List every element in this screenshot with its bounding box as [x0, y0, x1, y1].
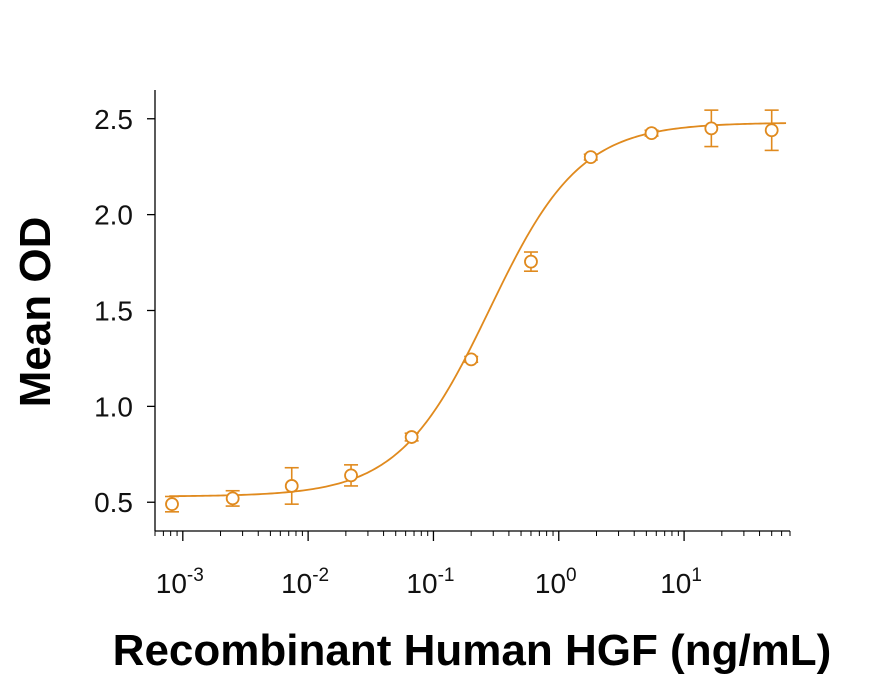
x-tick-label: 100 [535, 565, 577, 599]
data-point [404, 430, 419, 444]
data-points [165, 109, 779, 513]
data-point-group [404, 430, 419, 444]
data-point-group [704, 109, 719, 148]
data-point-group [284, 466, 299, 505]
x-tick-label: 10-1 [406, 565, 454, 599]
data-point [165, 497, 179, 512]
x-axis-title: Recombinant Human HGF (ng/mL) [113, 626, 832, 675]
data-point-group [464, 352, 479, 367]
data-point [764, 123, 779, 138]
x-tick-label: 101 [660, 565, 702, 599]
y-axis-title: Mean OD [11, 217, 60, 408]
data-point-group [165, 495, 180, 513]
data-point [464, 352, 479, 367]
data-point-group [225, 489, 240, 507]
data-point [524, 254, 538, 269]
data-point [583, 150, 598, 165]
data-point [704, 121, 719, 136]
data-point-group [644, 126, 659, 141]
x-axis-ticks: 10-3 10-2 10-1 100 101 [154, 531, 791, 599]
x-tick-label: 10-2 [281, 565, 329, 599]
data-point-group [583, 150, 598, 165]
data-point [344, 468, 358, 483]
data-point [225, 491, 240, 506]
y-axis-ticks: 0.5 1.0 1.5 2.0 2.5 [94, 104, 155, 518]
data-point [284, 479, 299, 493]
y-tick-label: 2.0 [94, 200, 133, 231]
data-point [644, 126, 659, 141]
y-tick-label: 1.0 [94, 391, 133, 422]
x-tick-label: 10-3 [156, 565, 204, 599]
y-tick-label: 2.5 [94, 104, 133, 135]
y-tick-label: 1.5 [94, 296, 133, 327]
data-point-group [523, 251, 538, 272]
data-point-group [764, 109, 779, 152]
data-point-group [344, 464, 359, 487]
axes: 0.5 1.0 1.5 2.0 2.5 10-3 10-2 10-1 100 101 [94, 90, 791, 599]
y-tick-label: 0.5 [94, 487, 133, 518]
fit-curve [169, 122, 787, 498]
